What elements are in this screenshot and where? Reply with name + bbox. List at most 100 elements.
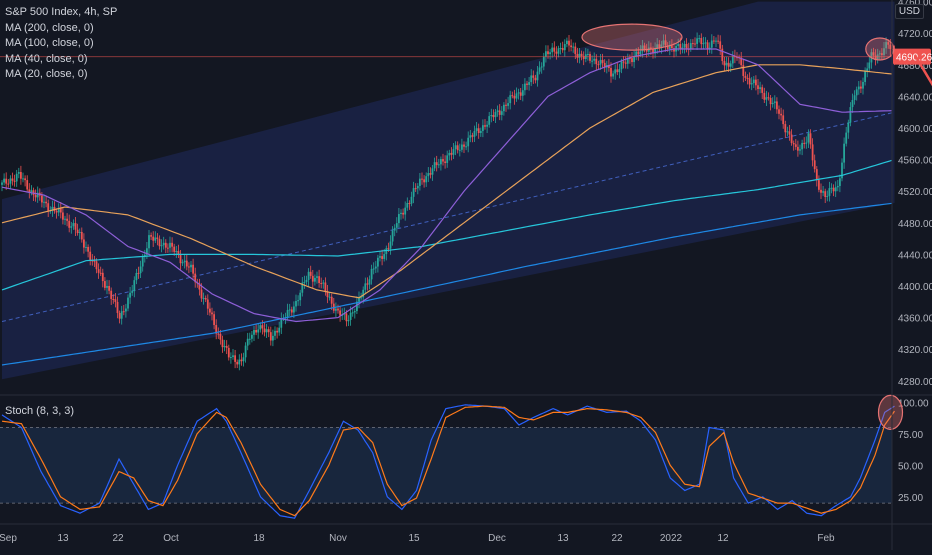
- candle-body: [866, 68, 869, 71]
- candle-body: [601, 59, 604, 63]
- legend-ma200[interactable]: MA (200, close, 0): [5, 21, 94, 34]
- candle-body: [99, 272, 102, 274]
- candle-body: [24, 178, 26, 181]
- stoch-legend[interactable]: Stoch (8, 3, 3): [5, 405, 75, 417]
- candle-body: [878, 53, 881, 55]
- candle-body: [587, 53, 589, 55]
- candle-body: [874, 55, 877, 60]
- time-tick-label: 18: [253, 533, 265, 544]
- candle-body: [97, 269, 100, 273]
- candle-body: [568, 40, 570, 46]
- candle-body: [303, 281, 306, 283]
- time-tick-label: 22: [112, 533, 124, 544]
- candle-body: [408, 202, 411, 204]
- candle-body: [635, 51, 638, 57]
- candle-body: [185, 260, 188, 267]
- candle-body: [20, 172, 22, 179]
- candle-body: [106, 285, 108, 288]
- candle-body: [517, 92, 520, 94]
- candle-body: [776, 101, 778, 110]
- candle-body: [780, 113, 782, 116]
- candle-body: [475, 128, 478, 131]
- candle-body: [171, 242, 173, 247]
- candle-body: [813, 160, 816, 170]
- candle-body: [463, 144, 465, 147]
- candle-body: [288, 309, 291, 311]
- candle-body: [85, 246, 87, 248]
- candle-body: [108, 285, 110, 291]
- candle-body: [855, 89, 858, 96]
- legend-ma40[interactable]: MA (40, close, 0): [5, 52, 88, 65]
- candle-body: [253, 329, 255, 335]
- candle-body: [595, 58, 598, 65]
- stoch-tick-label: 100.00: [898, 398, 929, 409]
- candle-body: [824, 191, 827, 198]
- candle-body: [702, 43, 705, 45]
- candle-body: [624, 62, 627, 64]
- candle-body: [164, 242, 167, 248]
- candle-body: [156, 237, 159, 239]
- candle-body: [244, 345, 247, 358]
- candle-body: [26, 180, 29, 190]
- candle-body: [872, 52, 875, 56]
- currency-badge[interactable]: USD: [894, 4, 924, 19]
- candle-body: [473, 130, 476, 137]
- candle-body: [353, 311, 356, 313]
- candle-body: [127, 297, 129, 309]
- candle-body: [425, 176, 428, 183]
- candle-body: [389, 241, 392, 249]
- candle-body: [349, 312, 352, 320]
- candle-body: [101, 272, 104, 282]
- candle-body: [362, 289, 365, 298]
- candle-body: [337, 308, 339, 311]
- candle-body: [318, 276, 320, 284]
- stoch-line-pct-K: [1, 404, 895, 519]
- candle-body: [393, 227, 396, 231]
- candle-body: [265, 329, 268, 333]
- candle-body: [148, 235, 150, 249]
- candle-body: [167, 247, 169, 249]
- candle-body: [412, 188, 415, 197]
- moving-average-ma20: [1, 48, 893, 323]
- candle-body: [114, 299, 117, 302]
- candle-body: [526, 83, 528, 85]
- candle-body: [427, 173, 430, 177]
- forecast-arrow: [913, 54, 932, 87]
- candle-body: [757, 85, 759, 90]
- chart-title[interactable]: S&P 500 Index, 4h, SP: [5, 6, 118, 18]
- candle-body: [91, 260, 94, 262]
- candle-body: [784, 124, 787, 133]
- candle-body: [553, 47, 556, 52]
- candle-body: [118, 312, 121, 319]
- candle-body: [236, 361, 239, 365]
- candle-body: [729, 63, 732, 67]
- price-tick-label: 4680.00: [898, 61, 932, 72]
- candle-body: [881, 53, 883, 55]
- legend-ma20[interactable]: MA (20, close, 0): [5, 68, 88, 80]
- candle-body: [74, 223, 77, 230]
- legend-ma100[interactable]: MA (100, close, 0): [5, 37, 94, 49]
- candle-body: [66, 218, 68, 221]
- time-tick-label: Sep: [0, 533, 17, 544]
- price-tick-label: 4320.00: [898, 345, 932, 356]
- candle-body: [454, 145, 457, 150]
- candle-body: [704, 42, 707, 44]
- candle-body: [219, 333, 222, 340]
- candle-body: [230, 357, 232, 359]
- candle-body: [689, 43, 692, 50]
- candle-body: [467, 137, 470, 147]
- candle-body: [836, 185, 839, 188]
- candle-body: [358, 297, 360, 302]
- candle-body: [297, 300, 299, 302]
- candle-body: [801, 142, 803, 150]
- candle-body: [637, 51, 640, 55]
- candle-body: [311, 275, 314, 282]
- candle-body: [736, 57, 738, 59]
- candle-body: [162, 242, 165, 246]
- candle-body: [534, 77, 537, 81]
- candle-body: [437, 164, 440, 166]
- candle-body: [561, 48, 564, 51]
- candle-body: [662, 40, 665, 45]
